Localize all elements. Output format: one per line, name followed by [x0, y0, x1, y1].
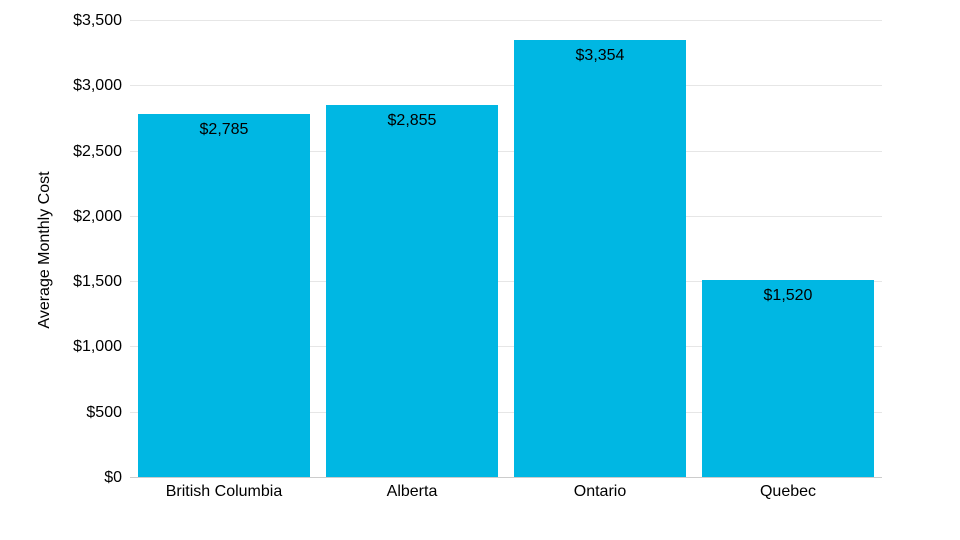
bar-slot: $3,354 — [506, 21, 694, 478]
gridline — [130, 411, 882, 413]
bar-quebec: $1,520 — [701, 279, 875, 478]
y-tick-label: $3,500 — [73, 12, 122, 29]
x-axis-label-british-columbia: British Columbia — [165, 483, 283, 500]
bar-ontario: $3,354 — [513, 40, 687, 478]
y-tick-label: $500 — [86, 403, 122, 421]
y-tick-label: $0 — [104, 469, 122, 486]
bar-alberta: $2,855 — [325, 105, 499, 478]
bar-value-label: $2,855 — [387, 112, 437, 130]
bar-slot: $2,785 — [130, 21, 318, 478]
y-tick-label: $3,000 — [73, 77, 122, 95]
x-axis-label-ontario: Ontario — [573, 483, 627, 500]
bar-slot: $2,855 — [318, 21, 506, 478]
plot-area: $2,785 $2,855 $3,354 $1,520 — [130, 20, 882, 478]
x-axis-label-alberta: Alberta — [386, 483, 438, 500]
bar-value-label: $3,354 — [575, 47, 625, 65]
y-tick-label: $1,500 — [73, 273, 122, 291]
y-axis-tick-labels: $0 $500 $1,000 $1,500 $2,000 $2,500 $3,000 $3,5… — [0, 13, 122, 486]
x-axis-line — [130, 477, 882, 478]
x-axis-label-quebec: Quebec — [759, 483, 817, 500]
gridline — [130, 150, 882, 152]
gridline — [130, 215, 882, 217]
gridline — [130, 20, 882, 21]
x-axis-labels: British Columbia Alberta Ontario Quebec — [130, 482, 882, 501]
bar-series: $2,785 $2,855 $3,354 $1,520 — [130, 21, 882, 478]
gridline — [130, 281, 882, 283]
gridline — [130, 85, 882, 87]
bar-british-columbia: $2,785 — [137, 114, 311, 478]
bar-value-label: $2,785 — [199, 121, 249, 139]
y-tick-label: $1,000 — [73, 338, 122, 356]
bar-value-label: $1,520 — [763, 286, 813, 304]
y-tick-label: $2,500 — [73, 142, 122, 160]
bar-slot: $1,520 — [694, 21, 882, 478]
gridline — [130, 346, 882, 348]
y-tick-label: $2,000 — [73, 207, 122, 225]
